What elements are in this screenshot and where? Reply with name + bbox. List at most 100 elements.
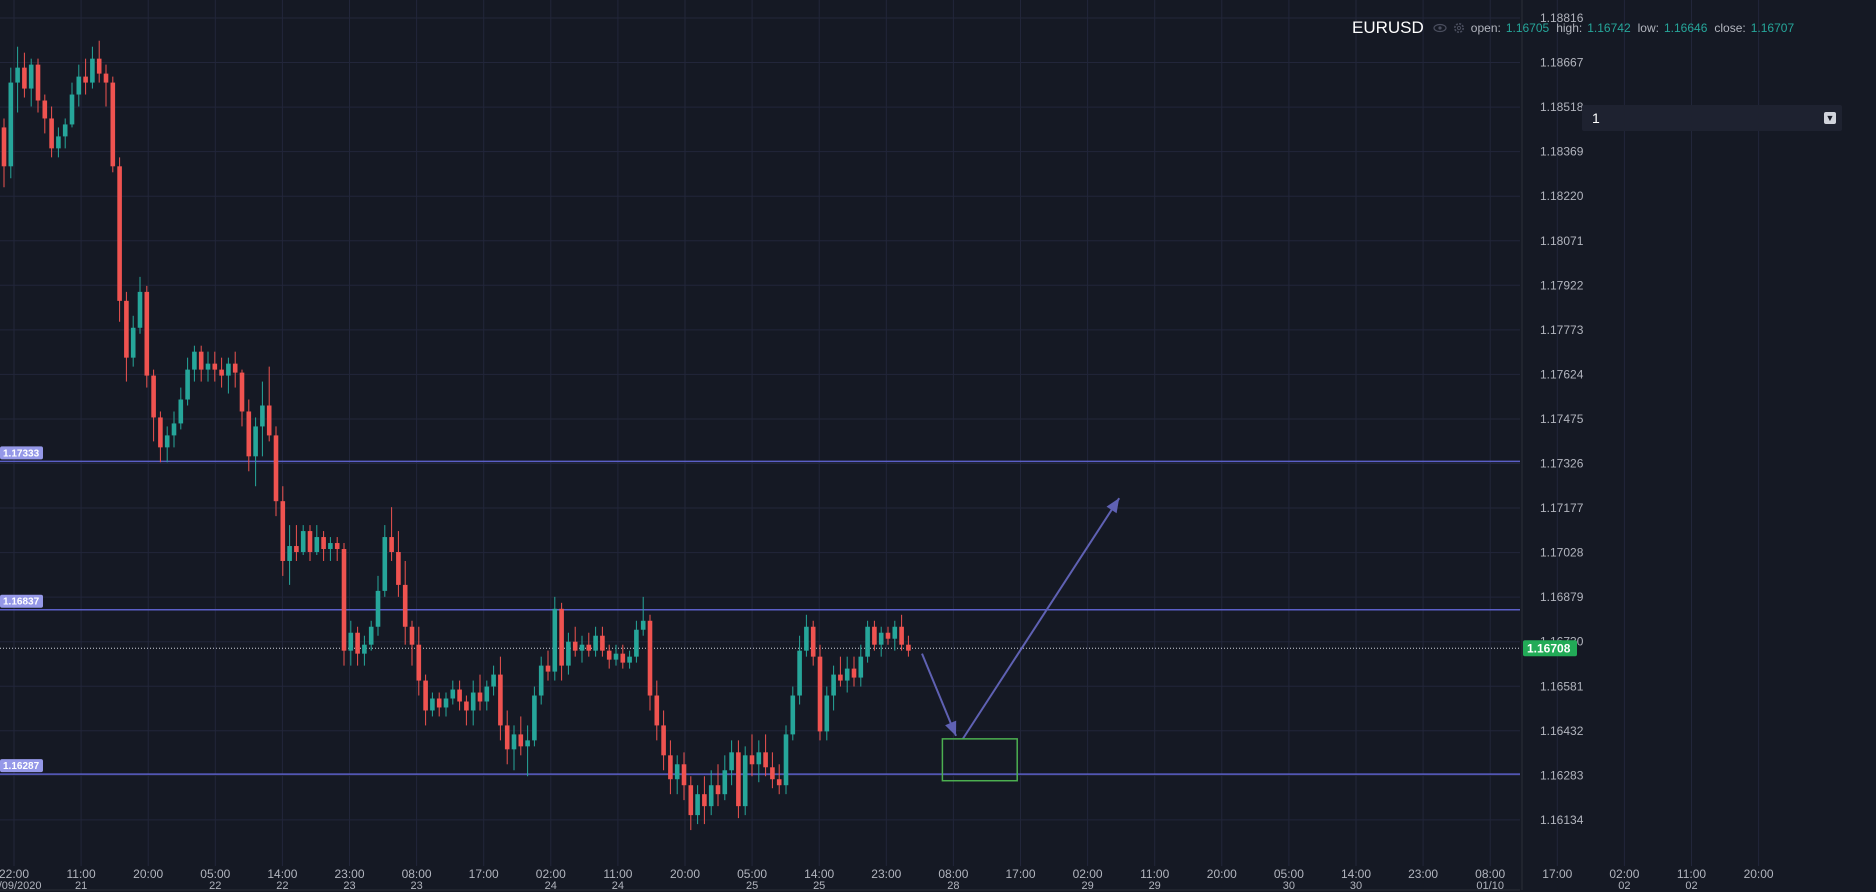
- last-price-label: 1.16708: [1527, 641, 1571, 655]
- date-tick-label: 02: [1685, 880, 1697, 892]
- candle-up: [742, 755, 748, 807]
- last-price-tag: [1523, 640, 1577, 657]
- chevron-down-icon[interactable]: ▼: [1824, 112, 1836, 124]
- candle-down: [158, 417, 163, 448]
- candle-up: [729, 752, 734, 771]
- low-label: low:: [1637, 21, 1659, 35]
- date-tick-label: 25: [813, 880, 825, 892]
- candle-down: [212, 363, 218, 370]
- candle-down: [620, 653, 626, 663]
- candle-up: [790, 695, 796, 735]
- date-tick-label: 02: [1618, 880, 1630, 892]
- candle-down: [232, 363, 238, 373]
- time-tick-label: 02:00: [536, 867, 566, 881]
- gear-icon[interactable]: [1452, 21, 1466, 35]
- time-tick-label: 20:00: [1207, 867, 1237, 881]
- date-tick-label: 01/10: [1476, 880, 1504, 892]
- time-tick-label: 23:00: [334, 867, 364, 881]
- time-tick-label: 17:00: [1005, 867, 1035, 881]
- candle-up: [470, 692, 476, 711]
- candle-down: [810, 626, 816, 657]
- level-tag: [0, 446, 43, 460]
- candle-down: [647, 620, 653, 696]
- price-tick-label: 1.17922: [1540, 278, 1584, 292]
- candle-down: [246, 411, 252, 457]
- price-tick-label: 1.17624: [1540, 367, 1584, 381]
- eye-icon[interactable]: [1433, 21, 1447, 35]
- arrow-down-head: [945, 720, 957, 736]
- time-tick-label: 11:00: [67, 867, 96, 881]
- date-tick-label: 24: [612, 880, 624, 892]
- candle-down: [770, 767, 775, 780]
- time-tick-label: 05:00: [1274, 867, 1304, 881]
- candle-down: [600, 635, 605, 651]
- date-tick-label: 28: [947, 880, 959, 892]
- price-tick-label: 1.18518: [1540, 100, 1584, 114]
- candle-down: [341, 549, 347, 651]
- price-tick-label: 1.17326: [1540, 457, 1584, 471]
- candle-up: [90, 58, 95, 83]
- candle-down: [321, 537, 326, 550]
- date-tick-label: 21: [75, 880, 87, 892]
- arrow-up-line[interactable]: [961, 497, 1121, 740]
- price-tick-label: 1.17773: [1540, 323, 1584, 337]
- time-tick-label: 02:00: [1609, 867, 1639, 881]
- candle-up: [137, 291, 143, 328]
- candle-down: [416, 644, 422, 681]
- arrow-down-line[interactable]: [921, 653, 957, 737]
- high-value: 1.16742: [1587, 21, 1631, 35]
- price-tick-label: 1.16134: [1540, 813, 1584, 827]
- drawings[interactable]: [921, 497, 1121, 782]
- candle-up: [15, 67, 20, 83]
- date-tick-label: 30: [1283, 880, 1295, 892]
- candle-up: [8, 82, 14, 167]
- interval-value: 1: [1592, 110, 1600, 126]
- candle-up: [824, 695, 830, 732]
- date-tick-label: 22: [209, 880, 221, 892]
- time-tick-label: 05:00: [737, 867, 767, 881]
- time-tick-label: 08:00: [402, 867, 432, 881]
- candle-down: [457, 689, 462, 702]
- time-tick-label: 11:00: [1677, 867, 1706, 881]
- candle-up: [511, 734, 517, 750]
- candle-up: [613, 653, 619, 660]
- candle-up: [484, 686, 490, 702]
- time-tick-label: 02:00: [1073, 867, 1103, 881]
- candle-down: [273, 435, 279, 502]
- candle-down: [586, 644, 592, 651]
- candle-down: [198, 351, 204, 370]
- candle-down: [668, 755, 673, 780]
- candle-up: [538, 665, 544, 696]
- time-axis[interactable]: 22:0018/09/202011:002120:0005:002214:002…: [0, 867, 1774, 892]
- candle-down: [851, 668, 857, 678]
- time-tick-label: 23:00: [1408, 867, 1438, 881]
- candle-down: [838, 674, 843, 681]
- candle-down: [151, 375, 156, 418]
- interval-select[interactable]: 1 ▼: [1582, 105, 1842, 131]
- candle-up: [328, 543, 333, 550]
- time-tick-label: 20:00: [133, 867, 163, 881]
- target-box[interactable]: [941, 738, 1018, 782]
- candle-down: [239, 372, 245, 412]
- candle-up: [722, 770, 728, 795]
- candle-down: [498, 674, 503, 726]
- candle-down: [885, 632, 891, 639]
- candle-up: [566, 641, 571, 666]
- price-axis[interactable]: 1.18816 1.18667 1.18518 1.18369 1.18220 1.180…: [1521, 0, 1584, 890]
- candle-down: [389, 537, 394, 553]
- price-tick-label: 1.18071: [1540, 234, 1584, 248]
- open-label: open:: [1470, 21, 1501, 35]
- date-tick-label: 24: [545, 880, 557, 892]
- candle-up: [430, 698, 435, 711]
- candle-up: [287, 546, 292, 561]
- candle-down: [436, 698, 442, 708]
- level-tag: [0, 594, 43, 608]
- candle-down: [294, 546, 299, 553]
- candle-down: [559, 608, 564, 666]
- candle-up: [892, 626, 898, 639]
- level-tag: [0, 759, 43, 773]
- candle-up: [797, 650, 802, 696]
- candle-down: [144, 291, 150, 376]
- horizontal-levels[interactable]: 1.17333 1.16837 1.16287: [0, 446, 1520, 775]
